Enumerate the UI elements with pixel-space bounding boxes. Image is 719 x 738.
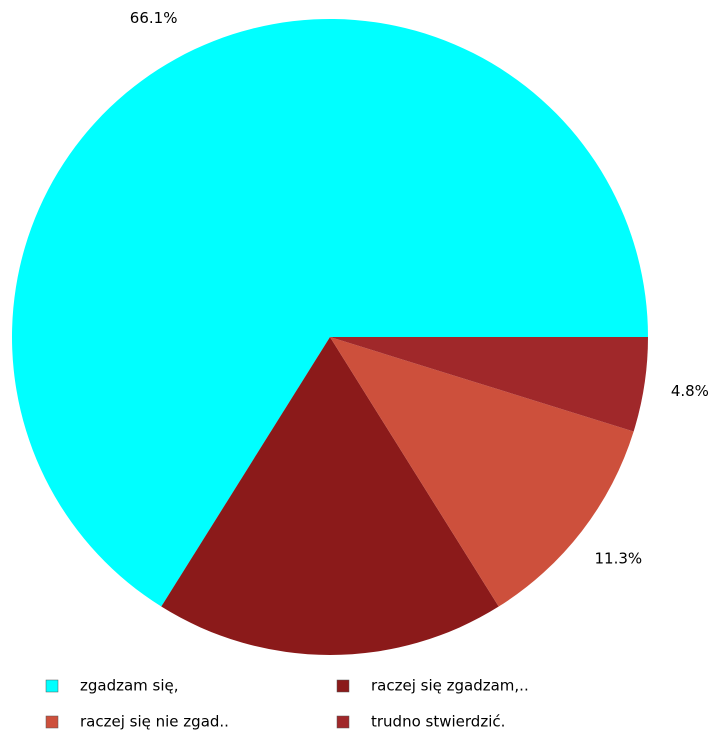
legend-swatch	[336, 715, 350, 729]
legend-swatch	[45, 679, 59, 693]
pie-slice	[11, 19, 649, 607]
value-label: 4.8%	[671, 382, 709, 400]
legend-swatch	[45, 715, 59, 729]
value-label: 11.3%	[594, 550, 642, 568]
legend-label: raczej się zgadzam,..	[371, 677, 529, 695]
pie-slice	[330, 337, 634, 607]
legend-swatch	[336, 679, 350, 693]
value-label: 66.1%	[130, 9, 178, 27]
legend-label: trudno stwierdzić.	[371, 713, 505, 731]
legend-label: raczej się nie zgad..	[80, 713, 229, 731]
pie-slice	[330, 337, 648, 432]
pie-slice	[161, 337, 499, 655]
legend-label: zgadzam się,	[80, 677, 179, 695]
